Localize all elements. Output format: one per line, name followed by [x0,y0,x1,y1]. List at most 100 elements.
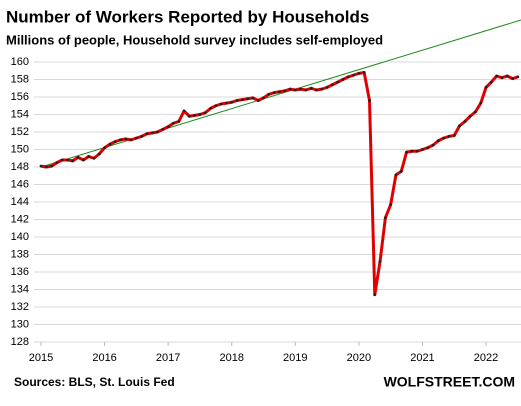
y-tick-label: 152 [11,126,29,138]
data-point [352,73,356,77]
data-point [415,149,419,153]
data-point [341,78,345,81]
data-point [463,120,467,123]
data-point [198,113,202,116]
data-point [304,88,308,92]
data-point [182,109,186,113]
data-point [225,101,228,105]
data-point [320,87,324,91]
y-tick-label: 134 [11,283,29,295]
data-point [82,158,85,162]
watermark: WOLFSTREET.COM [384,374,515,390]
data-point [479,101,483,105]
data-point [325,85,329,89]
y-tick-label: 150 [11,143,29,155]
data-point [484,85,488,89]
data-point [246,97,250,101]
y-tick-label: 156 [11,91,29,103]
y-tick-label: 138 [11,248,29,260]
y-tick-label: 148 [11,161,29,173]
data-point [362,71,366,74]
data-point [256,99,260,102]
data-point [39,164,43,168]
data-point [166,125,170,129]
data-point [76,155,80,159]
data-point [373,293,377,297]
data-point [140,134,144,138]
data-point [193,113,197,117]
data-point [50,164,54,168]
data-point [357,71,361,75]
data-point [299,87,302,91]
data-point [230,100,234,104]
data-point [272,91,276,95]
y-tick-label: 128 [11,336,29,348]
chart-subtitle: Millions of people, Household survey inc… [6,32,383,47]
data-point [378,260,382,263]
data-point [368,99,371,102]
data-point [447,134,451,138]
y-tick-label: 142 [11,213,29,225]
data-point [177,120,181,123]
x-tick-label: 2015 [29,352,53,364]
data-point [330,83,334,87]
data-point [383,216,387,220]
data-point [336,80,340,84]
data-point [124,137,128,141]
trend-line [40,19,521,168]
data-point [134,136,138,140]
data-point [500,76,504,80]
data-point [458,124,461,128]
data-point [119,138,122,142]
data-point [251,96,255,100]
data-point [172,121,175,125]
data-point [431,143,435,147]
data-point [44,165,48,169]
data-point [346,75,350,79]
x-tick-label: 2021 [410,352,434,364]
data-point [436,139,440,143]
x-tick-label: 2020 [347,352,371,364]
data-point [293,88,297,92]
data-point [421,148,424,151]
data-point [113,140,117,144]
data-point [288,87,292,91]
data-point [394,173,398,177]
data-point [87,155,91,158]
y-tick-label: 140 [11,231,29,243]
data-point [442,136,446,140]
data-point [66,158,69,162]
data-point [474,110,477,114]
data-point [209,106,212,110]
data-point [516,75,520,79]
data-point [505,74,509,78]
y-tick-label: 144 [11,196,29,208]
data-point [145,132,149,136]
data-point [267,92,271,96]
data-point [214,104,218,108]
y-tick-label: 158 [11,73,29,85]
data-point [283,89,287,93]
data-point [161,127,165,131]
data-point [150,131,154,135]
data-point [495,74,499,78]
y-tick-label: 160 [11,56,29,68]
data-point [389,203,393,207]
data-point [97,152,101,156]
data-line [40,71,519,297]
data-point [468,114,472,118]
data-point [156,130,159,134]
y-tick-label: 130 [11,318,29,330]
x-tick-label: 2017 [156,352,180,364]
data-point [405,150,408,154]
data-point [129,138,133,142]
data-point [426,146,430,150]
data-point [108,142,112,146]
data-point [219,102,223,106]
data-point [71,159,75,163]
x-tick-label: 2018 [219,352,243,364]
data-point [262,96,265,100]
data-point [103,146,106,150]
y-tick-label: 154 [11,108,29,120]
